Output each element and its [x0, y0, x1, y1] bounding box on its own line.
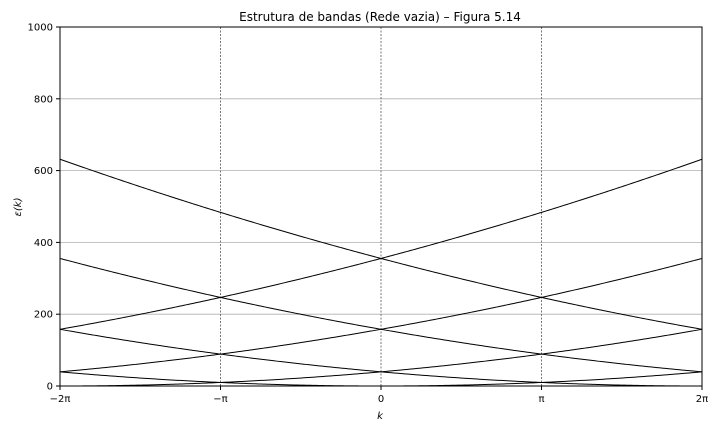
x-tick-label: −2π [50, 394, 71, 405]
band-curves [60, 158, 702, 386]
x-tick-label: −π [213, 394, 227, 405]
y-axis-label: ε(k) [13, 198, 24, 217]
chart-title: Estrutura de bandas (Rede vazia) – Figur… [239, 10, 521, 24]
y-tick-label: 200 [34, 310, 53, 321]
y-tick-label: 1000 [28, 23, 53, 34]
band-curve-2 [60, 328, 702, 386]
axis-ticks: −2π −π 0 π 2π 0 200 400 600 800 1000 [28, 23, 709, 406]
x-tick-label: 0 [378, 394, 384, 405]
x-tick-label: π [538, 394, 544, 405]
y-tick-label: 400 [34, 238, 53, 249]
x-axis-label: k [377, 411, 384, 422]
brillouin-zone-boundaries [220, 27, 542, 386]
band-curve-6 [60, 158, 702, 330]
y-tick-label: 800 [34, 94, 53, 105]
x-tick-label: 2π [696, 394, 708, 405]
band-curve-4 [60, 257, 702, 373]
y-tick-label: 0 [47, 382, 53, 393]
y-tick-label: 600 [34, 166, 53, 177]
band-curve-0 [60, 371, 702, 386]
